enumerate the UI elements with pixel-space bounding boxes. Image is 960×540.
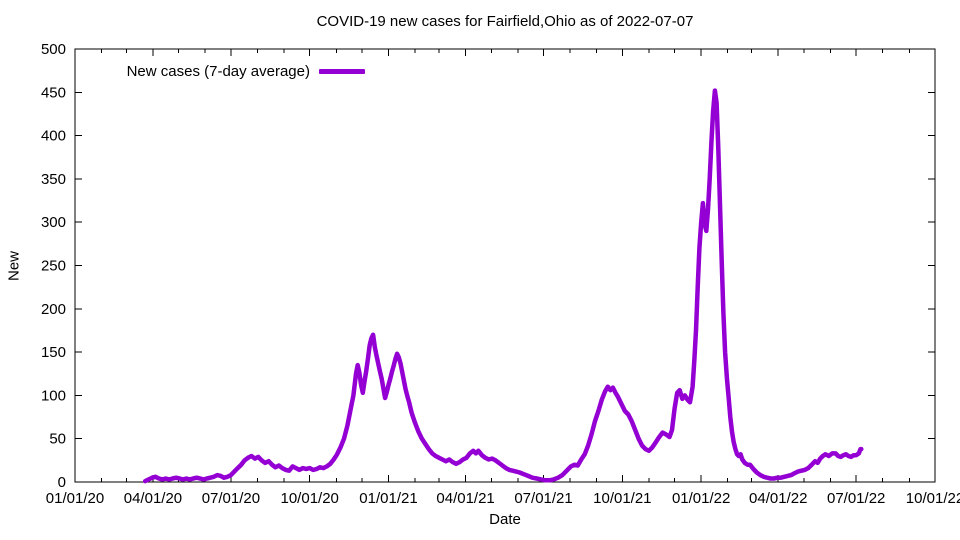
y-tick-label: 200 xyxy=(41,301,66,318)
x-tick-label: 07/01/20 xyxy=(202,490,260,507)
y-tick-label: 500 xyxy=(41,41,66,58)
x-tick-label: 01/01/22 xyxy=(672,490,730,507)
y-tick-label: 50 xyxy=(49,431,66,448)
x-tick-label: 07/01/22 xyxy=(827,490,885,507)
x-tick-label: 10/01/20 xyxy=(281,490,339,507)
y-tick-label: 150 xyxy=(41,344,66,361)
legend: New cases (7-day average) xyxy=(75,62,365,80)
x-axis-title: Date xyxy=(489,511,521,528)
legend-line-sample xyxy=(319,68,365,74)
x-tick-label: 10/01/21 xyxy=(593,490,651,507)
x-tick-label: 10/01/22 xyxy=(906,490,960,507)
y-tick-label: 100 xyxy=(41,387,66,404)
legend-label: New cases (7-day average) xyxy=(126,62,310,80)
x-tick-label: 01/01/21 xyxy=(359,490,417,507)
y-tick-label: 250 xyxy=(41,258,66,275)
y-tick-label: 450 xyxy=(41,84,66,101)
series-line-new-cases xyxy=(142,88,864,484)
x-tick-label: 04/01/22 xyxy=(749,490,807,507)
y-axis-title: New xyxy=(5,250,23,282)
x-tick-label: 07/01/21 xyxy=(514,490,572,507)
x-tick-label: 04/01/20 xyxy=(124,490,182,507)
x-tick-label: 04/01/21 xyxy=(436,490,494,507)
y-tick-label: 400 xyxy=(41,128,66,145)
y-tick-label: 350 xyxy=(41,171,66,188)
chart-title: COVID-19 new cases for Fairfield,Ohio as… xyxy=(316,13,694,30)
x-tick-label: 01/01/20 xyxy=(46,490,104,507)
plot-border xyxy=(74,48,936,483)
y-tick-label: 300 xyxy=(41,214,66,231)
y-tick-label: 0 xyxy=(58,474,66,491)
